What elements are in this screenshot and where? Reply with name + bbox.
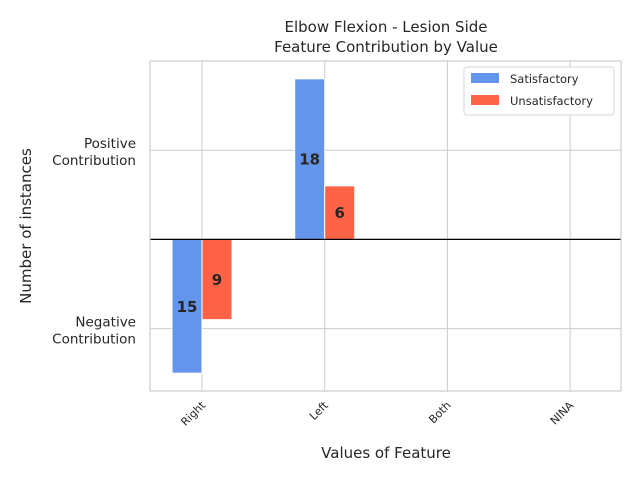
bar-unsatisfactory-right xyxy=(201,238,233,321)
legend-label: Unsatisfactory xyxy=(510,94,593,108)
x-tick-label: NINA xyxy=(548,399,577,428)
legend-swatch xyxy=(471,73,499,83)
bar-satisfactory-right xyxy=(171,238,203,374)
x-axis-label: Values of Feature xyxy=(321,444,451,462)
bar-value-label: 18 xyxy=(299,151,320,169)
chart-title-line2: Feature Contribution by Value xyxy=(274,38,498,56)
bars xyxy=(171,78,356,374)
bar-value-label: 6 xyxy=(334,204,344,222)
x-tick-labels: Right Left Both NINA xyxy=(178,398,576,428)
bar-labels: 15 18 9 6 xyxy=(177,151,345,316)
y-tick-label-line1: Negative xyxy=(75,315,136,331)
chart-title-line1: Elbow Flexion - Lesion Side xyxy=(284,18,487,36)
y-axis-label: Number of instances xyxy=(17,148,35,304)
legend-frame xyxy=(463,66,615,116)
bar-satisfactory-left xyxy=(294,78,326,240)
y-tick-label-line1: Positive xyxy=(84,136,136,152)
x-tick-label: Both xyxy=(426,399,453,426)
bar-value-label: 15 xyxy=(177,298,198,316)
plot-frame xyxy=(149,60,622,392)
y-tick-label-line2: Contribution xyxy=(52,153,136,169)
bar-value-label: 9 xyxy=(212,271,222,289)
x-tick-label: Left xyxy=(307,398,331,422)
x-tick-label: Right xyxy=(178,398,208,428)
y-tick-label-line2: Contribution xyxy=(52,332,136,348)
legend-swatch xyxy=(471,95,499,105)
legend-label: Satisfactory xyxy=(510,72,579,86)
legend: Satisfactory Unsatisfactory xyxy=(463,66,615,116)
